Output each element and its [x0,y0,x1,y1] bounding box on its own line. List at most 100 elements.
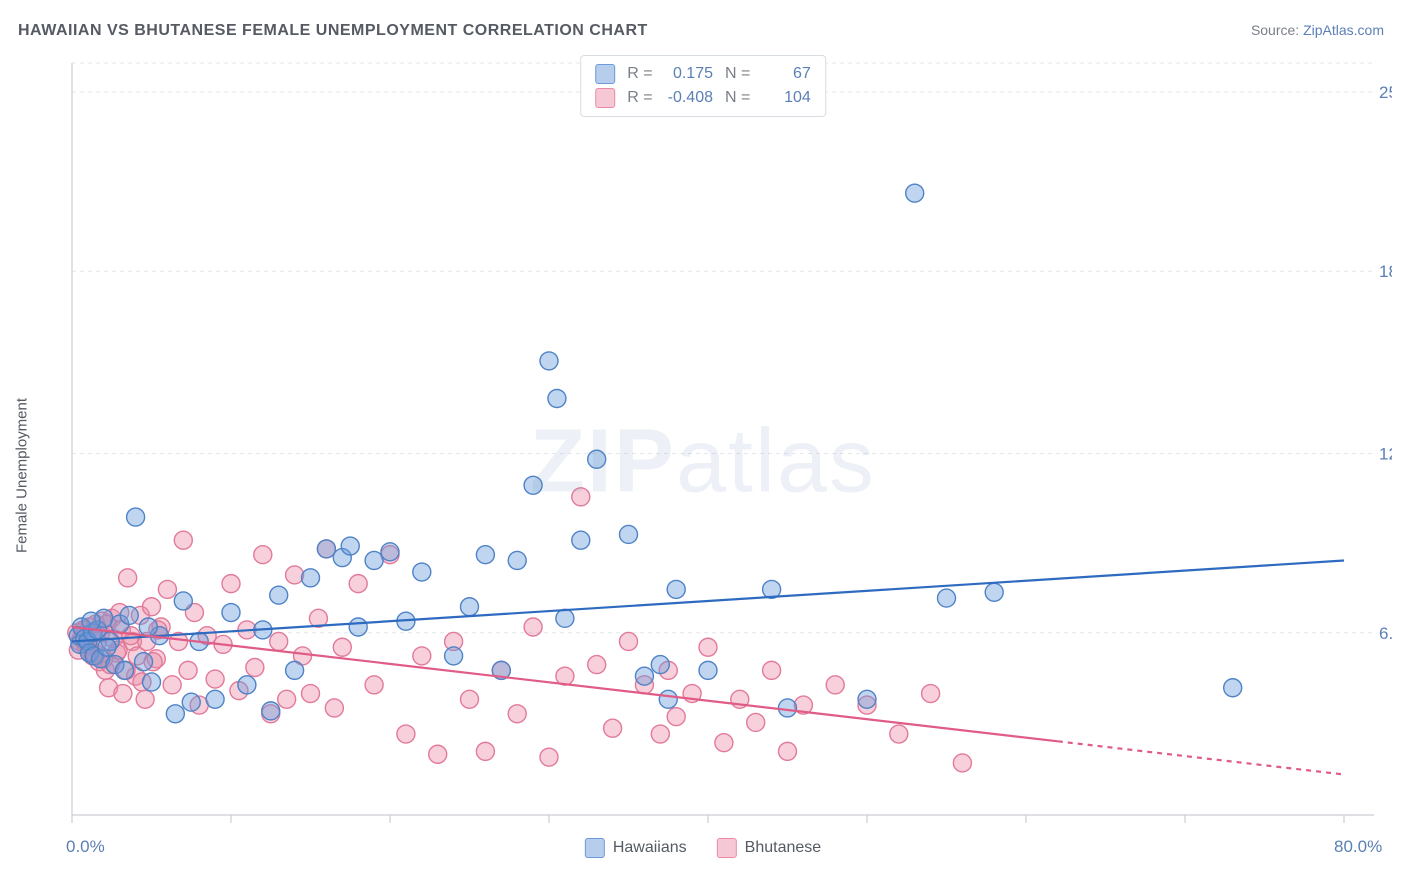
data-point [508,551,526,569]
data-point [302,685,320,703]
x-axis-max-label: 80.0% [1334,837,1382,857]
data-point [127,508,145,526]
y-tick-label: 12.5% [1379,444,1392,463]
data-point [651,656,669,674]
data-point [341,537,359,555]
data-point [461,598,479,616]
data-point [651,725,669,743]
data-point [381,543,399,561]
data-point [98,638,116,656]
y-tick-label: 25.0% [1379,83,1392,102]
data-point [476,546,494,564]
legend-stats-row-bhutanese: R = -0.408 N = 104 [595,86,811,110]
data-point [365,676,383,694]
data-point [206,690,224,708]
data-point [953,754,971,772]
data-point [238,676,256,694]
data-point [262,702,280,720]
data-point [572,488,590,506]
y-tick-label: 18.8% [1379,262,1392,281]
data-point [349,618,367,636]
data-point [659,690,677,708]
y-tick-label: 6.3% [1379,624,1392,643]
data-point [365,551,383,569]
source-attribution: Source: ZipAtlas.com [1251,22,1384,38]
legend-stats-row-hawaiians: R = 0.175 N = 67 [595,62,811,86]
data-point [588,656,606,674]
source-link[interactable]: ZipAtlas.com [1303,22,1384,38]
data-point [699,638,717,656]
n-value-hawaiians: 67 [757,62,811,86]
data-point [158,580,176,598]
data-point [429,745,447,763]
data-point [246,658,264,676]
data-point [286,661,304,679]
y-axis-label: Female Unemployment [14,397,31,552]
data-point [278,690,296,708]
data-point [139,618,157,636]
swatch-hawaiians [595,64,615,84]
data-point [1224,679,1242,697]
source-label: Source: [1251,22,1299,38]
n-label: N = [725,89,750,106]
data-point [286,566,304,584]
chart-title: HAWAIIAN VS BHUTANESE FEMALE UNEMPLOYMEN… [18,22,648,40]
data-point [413,647,431,665]
data-point [540,748,558,766]
data-point [461,690,479,708]
data-point [166,705,184,723]
data-point [667,708,685,726]
data-point [667,580,685,598]
data-point [114,685,132,703]
data-point [890,725,908,743]
data-point [174,592,192,610]
n-value-bhutanese: 104 [757,86,811,110]
data-point [922,685,940,703]
data-point [206,670,224,688]
data-point [620,525,638,543]
legend-item-bhutanese: Bhutanese [717,838,822,858]
data-point [270,586,288,604]
data-point [119,569,137,587]
data-point [325,699,343,717]
data-point [179,661,197,679]
data-point [222,604,240,622]
swatch-hawaiians [585,838,605,858]
data-point [136,690,154,708]
x-axis-min-label: 0.0% [66,837,105,857]
legend-label-hawaiians: Hawaiians [613,839,687,857]
data-point [317,540,335,558]
data-point [120,606,138,624]
data-point [476,742,494,760]
data-point [397,725,415,743]
data-point [143,598,161,616]
scatter-chart: 6.3% 12.5% 18.8% 25.0% [14,55,1392,875]
data-point [540,352,558,370]
trend-line-extrapolated [1058,741,1344,774]
data-point [222,575,240,593]
data-point [906,184,924,202]
data-point [635,667,653,685]
legend-label-bhutanese: Bhutanese [745,839,822,857]
trend-line [72,560,1344,641]
data-point [143,673,161,691]
data-point [763,661,781,679]
data-point [270,632,288,650]
data-point [163,676,181,694]
data-point [333,638,351,656]
data-point [254,546,272,564]
legend-series: Hawaiians Bhutanese [585,838,821,858]
data-point [182,693,200,711]
data-point [572,531,590,549]
chart-container: Female Unemployment ZIPatlas 6.3%12.5%18… [14,55,1392,878]
data-point [115,661,133,679]
data-point [747,713,765,731]
data-point [548,390,566,408]
data-point [588,450,606,468]
legend-item-hawaiians: Hawaiians [585,838,687,858]
n-label: N = [725,65,750,82]
data-point [620,632,638,650]
data-point [779,742,797,760]
data-point [858,690,876,708]
swatch-bhutanese [717,838,737,858]
